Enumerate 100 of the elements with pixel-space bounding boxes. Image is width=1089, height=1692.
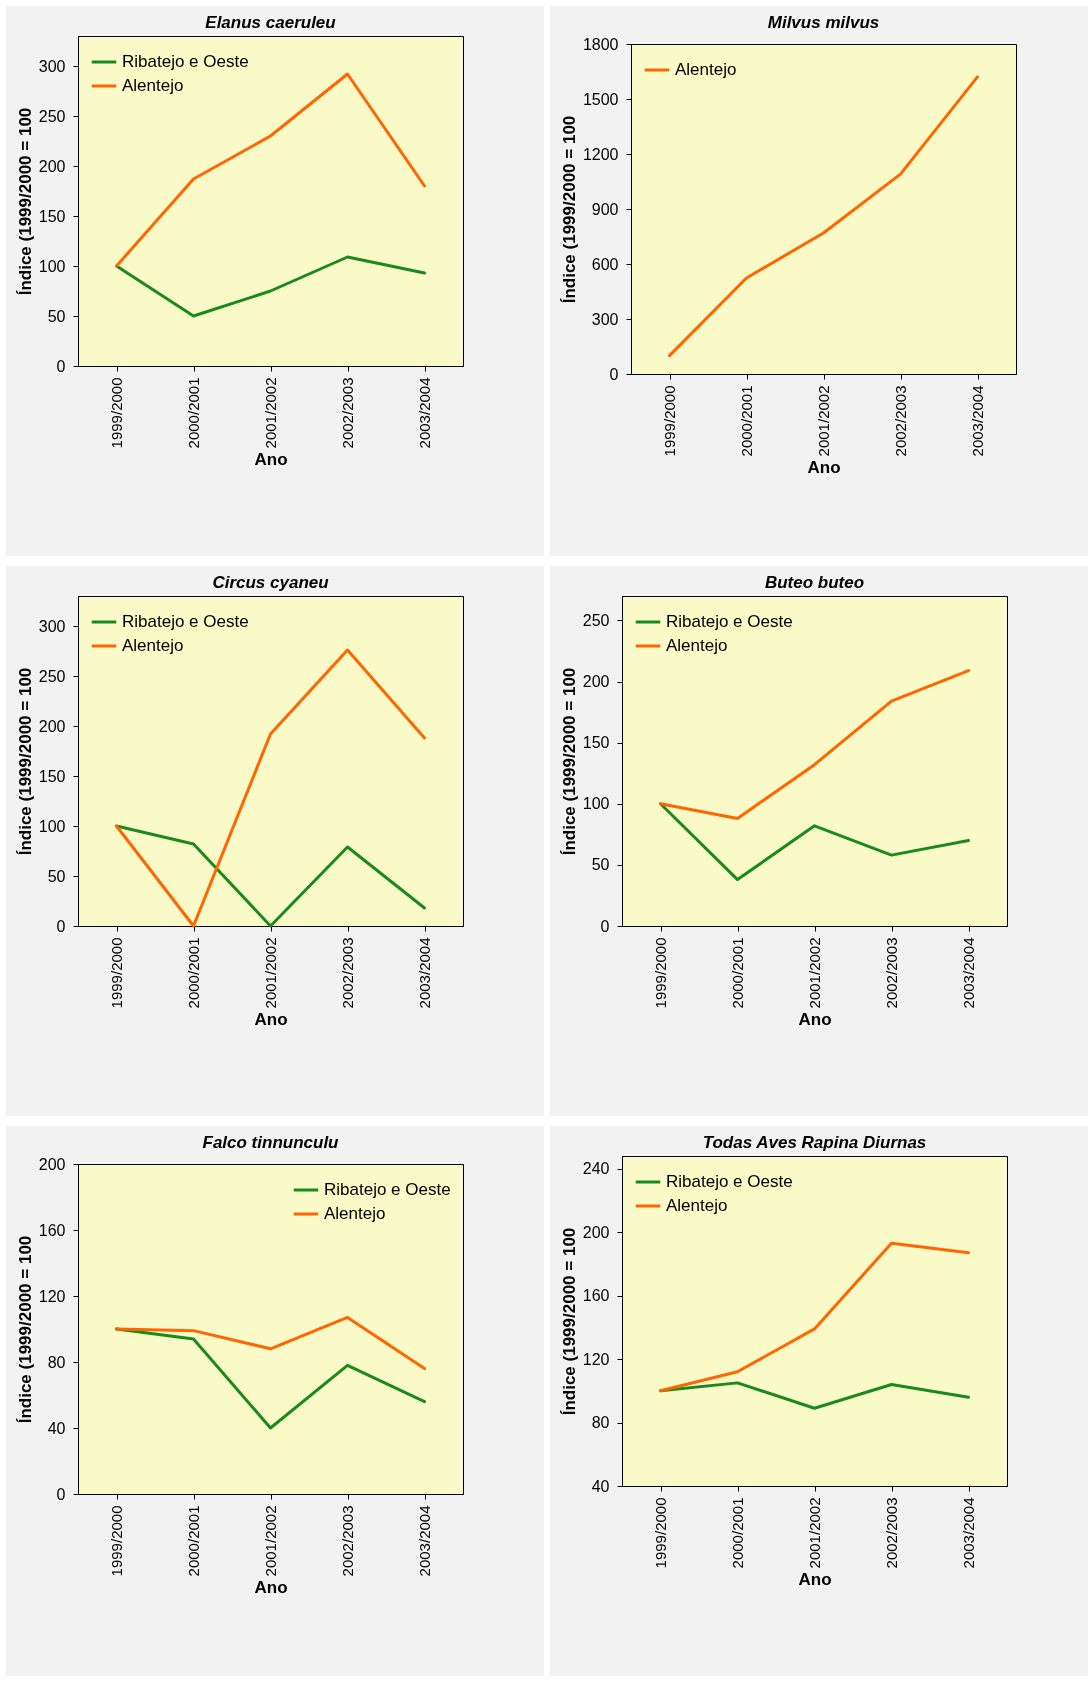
x-tick-label: 2001/2002 <box>806 937 823 1009</box>
y-tick-label: 150 <box>582 734 610 752</box>
y-tick-label: 120 <box>582 1350 610 1368</box>
y-tick-label: 1200 <box>582 145 619 163</box>
x-axis-title: Ano <box>254 1578 288 1598</box>
y-axis-title: Índice (1999/2000 = 100 <box>15 1235 35 1424</box>
line-series <box>659 669 970 820</box>
y-tick-label: 200 <box>38 717 66 735</box>
x-tick-label: 1999/2000 <box>652 1497 669 1569</box>
legend-label: Alentejo <box>675 60 737 79</box>
y-tick-label: 50 <box>47 867 66 885</box>
y-tick-label: 1800 <box>582 35 619 53</box>
legend-label: Alentejo <box>122 76 184 95</box>
y-tick-label: 50 <box>591 856 610 874</box>
y-axis-title: Índice (1999/2000 = 100 <box>15 667 35 856</box>
chart-title: Buteo buteo <box>764 573 865 592</box>
y-tick-label: 200 <box>38 157 66 175</box>
chart-title: Falco tinnunculu <box>202 1133 340 1152</box>
y-tick-label: 900 <box>591 200 619 218</box>
x-tick-label: 1999/2000 <box>652 937 669 1009</box>
y-tick-label: 0 <box>609 365 619 383</box>
x-tick-label: 2000/2001 <box>729 1497 746 1569</box>
y-tick-label: 160 <box>582 1287 610 1305</box>
x-tick-label: 2003/2004 <box>416 1505 433 1577</box>
line-series <box>115 1327 426 1430</box>
x-tick-label: 2000/2001 <box>738 385 755 457</box>
x-tick-label: 1999/2000 <box>108 1505 125 1577</box>
chart-title: Elanus caeruleu <box>205 13 337 32</box>
y-tick-label: 0 <box>56 1485 66 1503</box>
x-tick-label: 2000/2001 <box>185 1505 202 1577</box>
x-tick-label: 2002/2003 <box>339 937 356 1009</box>
x-tick-label: 2000/2001 <box>185 937 202 1009</box>
x-axis-title: Ano <box>254 1010 288 1030</box>
y-tick-label: 0 <box>600 917 610 935</box>
line-series <box>115 824 426 928</box>
x-tick-label: 2000/2001 <box>185 377 202 449</box>
y-tick-label: 600 <box>591 255 619 273</box>
x-tick-label: 2003/2004 <box>960 937 977 1009</box>
x-tick-label: 2001/2002 <box>806 1497 823 1569</box>
legend-label: Alentejo <box>666 636 728 655</box>
x-axis-title: Ano <box>254 450 288 470</box>
line-series <box>115 1315 426 1371</box>
y-tick-label: 50 <box>47 307 66 325</box>
x-tick-label: 2003/2004 <box>960 1497 977 1569</box>
y-axis-title: Índice (1999/2000 = 100 <box>559 1227 579 1416</box>
y-axis-title: Índice (1999/2000 = 100 <box>559 115 579 304</box>
legend-label: Alentejo <box>324 1204 386 1223</box>
chart-title: Circus cyaneu <box>212 573 330 592</box>
y-tick-label: 40 <box>591 1477 610 1495</box>
legend-label: Ribatejo e Oeste <box>666 1172 793 1191</box>
y-tick-label: 160 <box>38 1221 66 1239</box>
line-series <box>659 1241 970 1393</box>
x-axis-title: Ano <box>798 1570 832 1590</box>
x-tick-label: 1999/2000 <box>108 937 125 1009</box>
y-axis-title: Índice (1999/2000 = 100 <box>559 667 579 856</box>
y-tick-label: 200 <box>582 1223 610 1241</box>
line-series <box>115 72 426 268</box>
y-tick-label: 80 <box>47 1353 66 1371</box>
x-tick-label: 2002/2003 <box>339 1505 356 1577</box>
x-tick-label: 2002/2003 <box>892 385 909 457</box>
x-tick-label: 2003/2004 <box>416 377 433 449</box>
y-tick-label: 100 <box>38 257 66 275</box>
y-tick-label: 300 <box>38 57 66 75</box>
x-tick-label: 2002/2003 <box>883 1497 900 1569</box>
x-tick-label: 2000/2001 <box>729 937 746 1009</box>
x-tick-label: 2001/2002 <box>815 385 832 457</box>
y-tick-label: 150 <box>38 207 66 225</box>
y-tick-label: 100 <box>582 795 610 813</box>
y-tick-label: 150 <box>38 767 66 785</box>
y-tick-label: 300 <box>38 617 66 635</box>
y-tick-label: 240 <box>582 1160 610 1178</box>
y-tick-label: 250 <box>38 667 66 685</box>
legend-label: Ribatejo e Oeste <box>122 52 249 71</box>
legend-label: Ribatejo e Oeste <box>324 1180 451 1199</box>
x-axis-title: Ano <box>807 458 841 478</box>
line-series <box>115 255 426 318</box>
line-series <box>659 802 970 882</box>
legend-label: Ribatejo e Oeste <box>122 612 249 631</box>
y-tick-label: 200 <box>38 1155 66 1173</box>
x-tick-label: 2003/2004 <box>969 385 986 457</box>
x-tick-label: 2003/2004 <box>416 937 433 1009</box>
chart-title: Milvus milvus <box>767 13 880 32</box>
y-tick-label: 250 <box>38 107 66 125</box>
y-tick-label: 40 <box>47 1419 66 1437</box>
x-tick-label: 2001/2002 <box>262 1505 279 1577</box>
y-tick-label: 1500 <box>582 90 619 108</box>
y-tick-label: 80 <box>591 1414 610 1432</box>
legend-label: Alentejo <box>122 636 184 655</box>
x-tick-label: 2001/2002 <box>262 937 279 1009</box>
legend-label: Ribatejo e Oeste <box>666 612 793 631</box>
legend-label: Alentejo <box>666 1196 728 1215</box>
x-tick-label: 1999/2000 <box>108 377 125 449</box>
y-tick-label: 200 <box>582 673 610 691</box>
y-tick-label: 100 <box>38 817 66 835</box>
x-tick-label: 2002/2003 <box>339 377 356 449</box>
y-tick-label: 0 <box>56 917 66 935</box>
x-tick-label: 2002/2003 <box>883 937 900 1009</box>
x-tick-label: 1999/2000 <box>661 385 678 457</box>
y-tick-label: 0 <box>56 357 66 375</box>
x-tick-label: 2001/2002 <box>262 377 279 449</box>
